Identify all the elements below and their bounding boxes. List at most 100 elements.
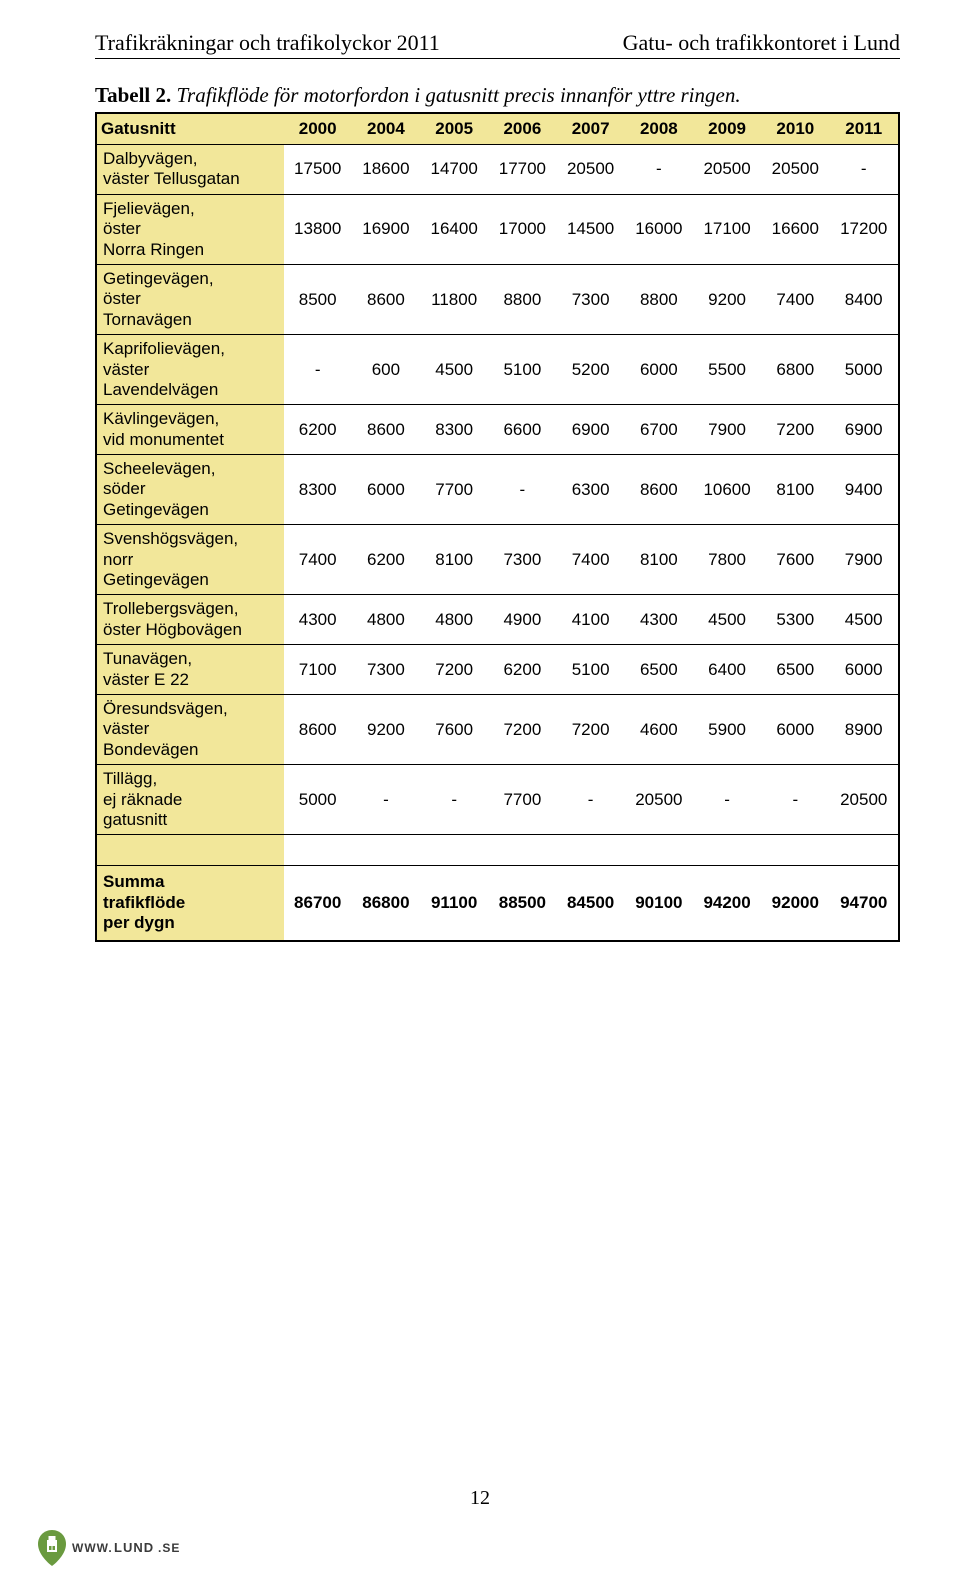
cell-value: 8600	[284, 694, 352, 764]
spacer-cell	[557, 835, 625, 866]
table-row: Fjelievägen, öster Norra Ringen138001690…	[96, 194, 899, 264]
cell-value: 20500	[625, 765, 693, 835]
cell-value: 8300	[420, 405, 488, 455]
cell-value: 4300	[284, 595, 352, 645]
row-label: Dalbyvägen, väster Tellusgatan	[96, 145, 284, 195]
header-left: Trafikräkningar och trafikolyckor 2011	[95, 30, 440, 56]
row-label: Kävlingevägen, vid monumentet	[96, 405, 284, 455]
sum-row: Summa trafikflöde per dygn86700868009110…	[96, 866, 899, 941]
cell-value: 6000	[829, 645, 899, 695]
spacer-cell	[420, 835, 488, 866]
cell-value: 7400	[284, 525, 352, 595]
table-body: Dalbyvägen, väster Tellusgatan1750018600…	[96, 145, 899, 941]
table-row: Kävlingevägen, vid monumentet62008600830…	[96, 405, 899, 455]
spacer-cell	[761, 835, 829, 866]
cell-value: 5000	[829, 335, 899, 405]
cell-value: 9400	[829, 455, 899, 525]
cell-value: 6500	[761, 645, 829, 695]
cell-value: 8300	[284, 455, 352, 525]
page-number: 12	[470, 1487, 490, 1510]
cell-value: 14700	[420, 145, 488, 195]
cell-value: 6700	[625, 405, 693, 455]
sum-value: 94200	[693, 866, 761, 941]
cell-value: 17100	[693, 194, 761, 264]
spacer-cell	[693, 835, 761, 866]
cell-value: 18600	[352, 145, 420, 195]
cell-value: 6300	[557, 455, 625, 525]
spacer-cell	[352, 835, 420, 866]
sum-label: Summa trafikflöde per dygn	[96, 866, 284, 941]
cell-value: 7600	[761, 525, 829, 595]
cell-value: 7400	[761, 264, 829, 334]
col-header-label: Gatusnitt	[96, 113, 284, 145]
cell-value: 8600	[352, 264, 420, 334]
sum-value: 92000	[761, 866, 829, 941]
cell-value: 8900	[829, 694, 899, 764]
cell-value: 7300	[557, 264, 625, 334]
sum-value: 91100	[420, 866, 488, 941]
cell-value: 5500	[693, 335, 761, 405]
table-row: Tillägg, ej räknade gatusnitt5000--7700-…	[96, 765, 899, 835]
cell-value: 16600	[761, 194, 829, 264]
cell-value: 7200	[488, 694, 556, 764]
spacer-cell	[284, 835, 352, 866]
caption-italic: Trafikflöde för motorfordon i gatusnitt …	[171, 83, 740, 107]
cell-value: -	[352, 765, 420, 835]
cell-value: 8500	[284, 264, 352, 334]
sum-value: 94700	[829, 866, 899, 941]
table-row: Dalbyvägen, väster Tellusgatan1750018600…	[96, 145, 899, 195]
cell-value: 20500	[557, 145, 625, 195]
cell-value: -	[488, 455, 556, 525]
cell-value: 7300	[488, 525, 556, 595]
data-table: Gatusnitt2000200420052006200720082009201…	[95, 112, 900, 942]
cell-value: 4500	[693, 595, 761, 645]
cell-value: 7400	[557, 525, 625, 595]
cell-value: 14500	[557, 194, 625, 264]
col-header-year: 2011	[829, 113, 899, 145]
cell-value: 6200	[284, 405, 352, 455]
table-row: Getingevägen, öster Tornavägen8500860011…	[96, 264, 899, 334]
page-header: Trafikräkningar och trafikolyckor 2011 G…	[95, 30, 900, 59]
cell-value: 4900	[488, 595, 556, 645]
cell-value: 4800	[420, 595, 488, 645]
sum-value: 84500	[557, 866, 625, 941]
cell-value: 7200	[420, 645, 488, 695]
row-label: Öresundsvägen, väster Bondevägen	[96, 694, 284, 764]
cell-value: 9200	[352, 694, 420, 764]
row-label: Tillägg, ej räknade gatusnitt	[96, 765, 284, 835]
cell-value: 7800	[693, 525, 761, 595]
cell-value: 5100	[557, 645, 625, 695]
cell-value: 6200	[352, 525, 420, 595]
cell-value: 17000	[488, 194, 556, 264]
col-header-year: 2008	[625, 113, 693, 145]
cell-value: 13800	[284, 194, 352, 264]
row-label: Scheelevägen, söder Getingevägen	[96, 455, 284, 525]
cell-value: 6000	[625, 335, 693, 405]
cell-value: 7700	[488, 765, 556, 835]
cell-value: 7700	[420, 455, 488, 525]
caption-bold: Tabell 2.	[95, 83, 171, 107]
row-label: Getingevägen, öster Tornavägen	[96, 264, 284, 334]
cell-value: 7200	[761, 405, 829, 455]
cell-value: 6900	[557, 405, 625, 455]
header-right: Gatu- och trafikkontoret i Lund	[623, 30, 900, 56]
row-label: Fjelievägen, öster Norra Ringen	[96, 194, 284, 264]
cell-value: -	[693, 765, 761, 835]
cell-value: 10600	[693, 455, 761, 525]
cell-value: 11800	[420, 264, 488, 334]
cell-value: 6000	[352, 455, 420, 525]
cell-value: 16900	[352, 194, 420, 264]
cell-value: 4500	[829, 595, 899, 645]
table-caption: Tabell 2. Trafikflöde för motorfordon i …	[95, 83, 900, 108]
col-header-year: 2009	[693, 113, 761, 145]
cell-value: 5200	[557, 335, 625, 405]
cell-value: -	[625, 145, 693, 195]
spacer-cell	[96, 835, 284, 866]
spacer-cell	[488, 835, 556, 866]
cell-value: 8600	[625, 455, 693, 525]
cell-value: 4800	[352, 595, 420, 645]
cell-value: 16000	[625, 194, 693, 264]
cell-value: -	[420, 765, 488, 835]
cell-value: -	[829, 145, 899, 195]
cell-value: -	[557, 765, 625, 835]
